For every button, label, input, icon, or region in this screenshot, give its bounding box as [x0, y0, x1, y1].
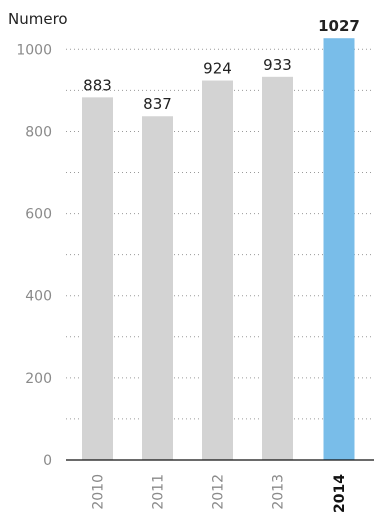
y-tick-label: 600 — [25, 207, 52, 223]
bars — [82, 38, 355, 461]
bar-2010 — [82, 97, 113, 460]
x-tick-label-2013: 2013 — [271, 474, 287, 510]
y-axis-ticks: 0 200 400 600 800 1000 — [16, 42, 52, 469]
x-tick-label-2012: 2012 — [211, 474, 227, 510]
y-tick-label: 800 — [25, 124, 52, 140]
y-tick-label: 0 — [43, 453, 52, 469]
y-axis-label: Numero — [8, 10, 68, 28]
bar-2012 — [202, 80, 233, 461]
data-label-2010: 883 — [83, 76, 112, 94]
y-tick-label: 400 — [25, 289, 52, 305]
y-tick-label: 1000 — [16, 42, 52, 58]
x-axis-ticks: 2010 2011 2012 2013 2014 — [91, 474, 349, 513]
data-labels: 883 837 924 933 1027 — [83, 17, 360, 113]
bar-2014 — [323, 38, 355, 461]
y-tick-label: 200 — [25, 371, 52, 387]
data-label-2011: 837 — [143, 95, 172, 113]
x-tick-label-2010: 2010 — [91, 474, 107, 510]
x-tick-label-2014: 2014 — [332, 474, 348, 513]
x-tick-label-2011: 2011 — [151, 474, 167, 510]
gridlines — [66, 48, 374, 420]
bar-2013 — [262, 76, 293, 461]
bar-2011 — [142, 116, 173, 460]
data-label-2013: 933 — [263, 56, 292, 74]
data-label-2012: 924 — [203, 60, 232, 78]
data-label-2014: 1027 — [318, 17, 360, 35]
